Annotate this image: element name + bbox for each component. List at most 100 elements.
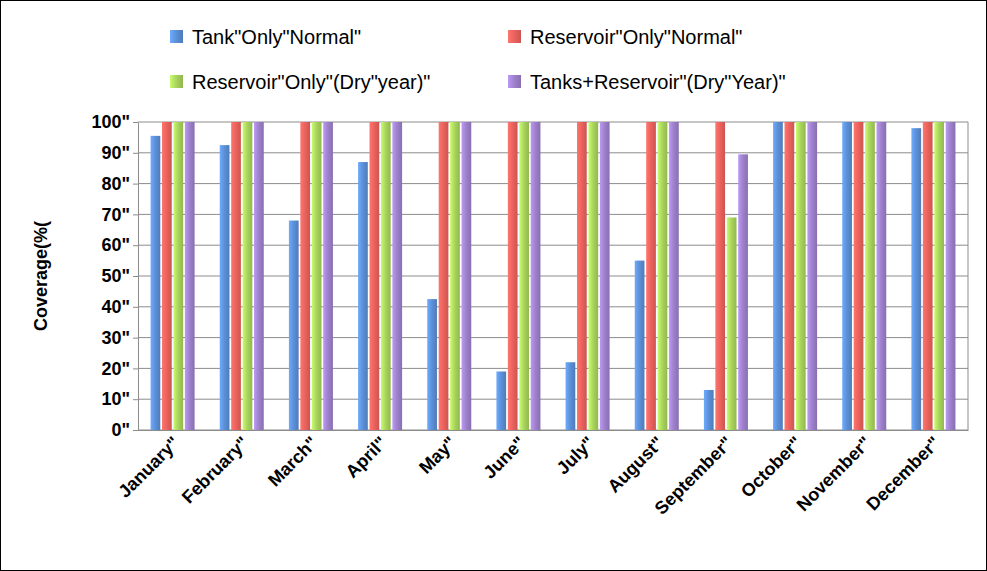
- bar: [646, 122, 656, 430]
- tick: 60": [101, 235, 138, 255]
- tick-mark: [133, 276, 138, 277]
- tick-label: October": [737, 433, 806, 502]
- legend-label: Tank"Only"Normal": [192, 26, 361, 48]
- bar: [704, 390, 714, 430]
- tick: 70": [101, 205, 138, 225]
- tick: 10": [101, 389, 138, 409]
- tick-label: June": [479, 433, 529, 483]
- tick: August": [604, 430, 668, 497]
- tick-mark: [133, 307, 138, 308]
- tick: 20": [101, 359, 138, 379]
- legend-label: Tanks+Reservoir"(Dry"Year)": [530, 71, 786, 93]
- tick: May": [415, 430, 460, 478]
- bar: [496, 371, 506, 430]
- bar: [323, 122, 333, 430]
- bar: [300, 122, 310, 430]
- x-axis: January"February"March" April" May" June" Ju…: [114, 430, 968, 519]
- bar: [773, 122, 783, 430]
- tick: March": [264, 430, 322, 490]
- bar: [934, 122, 944, 430]
- bar: [727, 217, 737, 430]
- tick-label: 10": [101, 389, 130, 409]
- bar: [785, 122, 795, 430]
- bar: [715, 122, 725, 430]
- bar: [519, 122, 529, 430]
- tick-label: July": [553, 433, 599, 479]
- bar: [911, 128, 921, 430]
- bar: [243, 122, 253, 430]
- grid: [138, 122, 968, 430]
- tick-mark: [133, 368, 138, 369]
- bar: [658, 122, 668, 430]
- tick-label: 70": [101, 205, 130, 225]
- tick-label: 20": [101, 359, 130, 379]
- tick: 30": [101, 328, 138, 348]
- legend: Tank"Only"Normal" Reservoir"Only"Normal" R…: [170, 26, 786, 93]
- bar: [173, 122, 183, 430]
- tick-label: January": [114, 433, 183, 502]
- axis-line: [139, 430, 969, 431]
- legend-swatch: [170, 75, 183, 88]
- bar: [427, 299, 437, 430]
- bar: [923, 122, 933, 430]
- bar: [254, 122, 264, 430]
- bar: [635, 261, 645, 430]
- tick-label: 50": [101, 266, 130, 286]
- bar: [854, 122, 864, 430]
- bar: [946, 122, 956, 430]
- tick-mark: [133, 153, 138, 154]
- tick-label: 0": [111, 420, 130, 440]
- axis-title: Coverage(%(: [31, 221, 51, 331]
- bar: [669, 122, 679, 430]
- bar: [312, 122, 322, 430]
- tick-mark: [133, 184, 138, 185]
- bar: [865, 122, 875, 430]
- tick-label: 60": [101, 235, 130, 255]
- tick-label: 30": [101, 328, 130, 348]
- tick-label: 40": [101, 297, 130, 317]
- tick-label: March": [264, 433, 322, 491]
- bar: [151, 136, 161, 430]
- tick-label: November": [793, 433, 875, 515]
- tick: 0": [111, 420, 138, 440]
- chart: 0" 10" 20" 30" 40" 50" 60" 70" 80" 90" 100" January…: [0, 0, 987, 571]
- bar: [796, 122, 806, 430]
- tick-mark: [133, 430, 138, 431]
- tick-label: February": [178, 433, 253, 508]
- bar: [842, 122, 852, 430]
- y-axis: 0" 10" 20" 30" 40" 50" 60" 70" 80" 90" 100": [91, 112, 138, 440]
- bar: [220, 145, 230, 430]
- tick-label: 100": [91, 112, 130, 132]
- bar: [600, 122, 610, 430]
- tick: September": [651, 430, 737, 519]
- tick-mark: [133, 214, 138, 215]
- legend-swatch: [508, 75, 521, 88]
- tick: 40": [101, 297, 138, 317]
- tick-mark: [133, 245, 138, 246]
- bar: [162, 122, 172, 430]
- bar: [381, 122, 391, 430]
- tick: February": [178, 430, 253, 507]
- bar: [566, 362, 576, 430]
- tick-mark: [133, 338, 138, 339]
- legend-label: Reservoir"Only"(Dry"year)": [192, 71, 430, 93]
- bar: [531, 122, 541, 430]
- tick-label: August": [604, 433, 668, 497]
- bar: [577, 122, 587, 430]
- tick: 90": [101, 143, 138, 163]
- tick-label: May": [415, 433, 460, 478]
- bar: [877, 122, 887, 430]
- tick: 80": [101, 174, 138, 194]
- bar: [289, 221, 299, 430]
- bar: [185, 122, 195, 430]
- tick: April": [342, 430, 391, 482]
- tick-label: 80": [101, 174, 130, 194]
- tick: 50": [101, 266, 138, 286]
- bar: [358, 162, 368, 430]
- bar: [508, 122, 518, 430]
- legend-label: Reservoir"Only"Normal": [530, 26, 742, 48]
- tick-mark: [133, 122, 138, 123]
- legend-swatch: [170, 30, 183, 43]
- bar: [588, 122, 598, 430]
- bar: [370, 122, 380, 430]
